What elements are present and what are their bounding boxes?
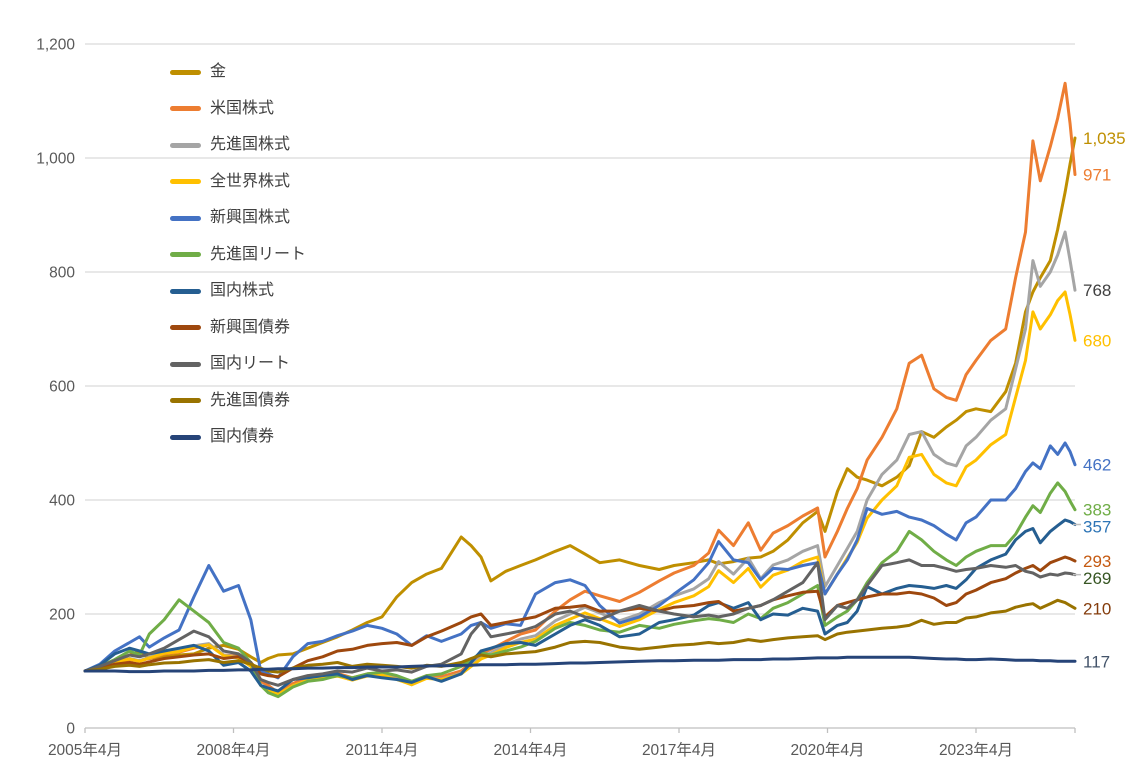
- legend-label: 金: [210, 63, 227, 80]
- x-axis-tick-label: 2005年4月: [48, 741, 122, 759]
- y-axis-tick-label: 200: [49, 607, 75, 624]
- legend-item-国内株式[interactable]: 国内株式: [170, 280, 274, 302]
- x-axis-tick-label: 2023年4月: [939, 741, 1013, 759]
- legend-label: 国内債券: [210, 428, 275, 445]
- y-axis-tick-label: 0: [66, 721, 75, 738]
- x-axis-tick-label: 2008年4月: [196, 741, 270, 759]
- legend-label: 新興国債券: [210, 318, 291, 336]
- legend-swatch-icon: [170, 361, 201, 367]
- series-end-label-金: 1,035: [1083, 129, 1126, 148]
- series-end-label-全世界株式: 680: [1083, 331, 1111, 350]
- series-line-国内株式[interactable]: [83, 518, 1077, 693]
- legend-swatch-icon: [170, 288, 201, 294]
- legend-label: 米国株式: [210, 99, 275, 117]
- legend-item-先進国債券[interactable]: 先進国債券: [170, 390, 290, 412]
- legend-item-全世界株式[interactable]: 全世界株式: [170, 171, 290, 193]
- series-line-先進国リート[interactable]: [83, 481, 1077, 699]
- legend-item-新興国債券[interactable]: 新興国債券: [170, 317, 290, 339]
- series-line-国内リート[interactable]: [83, 558, 1077, 687]
- x-axis-tick-label: 2011年4月: [346, 741, 419, 759]
- legend-item-新興国株式[interactable]: 新興国株式: [170, 207, 290, 229]
- legend-swatch-icon: [170, 252, 201, 257]
- y-axis-tick-label: 1,000: [36, 151, 75, 168]
- legend-item-国内債券[interactable]: 国内債券: [170, 426, 274, 448]
- series-end-label-先進国債券: 210: [1083, 599, 1111, 618]
- legend-item-国内リート[interactable]: 国内リート: [170, 353, 290, 375]
- series-line-先進国債券[interactable]: [83, 598, 1077, 674]
- x-axis-tick-label: 2017年4月: [642, 741, 716, 759]
- legend-label: 新興国株式: [210, 209, 291, 226]
- legend-item-米国株式[interactable]: 米国株式: [170, 98, 274, 120]
- legend-item-金[interactable]: 金: [170, 61, 226, 83]
- series-line-新興国株式[interactable]: [83, 441, 1077, 680]
- legend-swatch-icon: [170, 179, 201, 184]
- x-axis-tick-label: 2014年4月: [493, 741, 567, 759]
- legend-label: 全世界株式: [210, 172, 291, 190]
- series-end-label-先進国株式: 768: [1083, 281, 1111, 300]
- legend-swatch-icon: [170, 69, 201, 75]
- legend-label: 先進国債券: [210, 391, 291, 409]
- y-axis-tick-label: 800: [49, 265, 75, 282]
- y-axis-tick-label: 600: [49, 379, 75, 396]
- legend-swatch-icon: [170, 398, 201, 403]
- series-end-label-国内債券: 117: [1083, 652, 1110, 671]
- series-end-label-新興国債券: 293: [1083, 552, 1111, 571]
- legend-label: 国内株式: [210, 282, 275, 299]
- series-end-label-国内株式: 357: [1083, 518, 1111, 537]
- x-axis-tick-label: 2020年4月: [790, 741, 864, 759]
- legend-item-先進国リート[interactable]: 先進国リート: [170, 244, 306, 266]
- legend-item-先進国株式[interactable]: 先進国株式: [170, 134, 290, 156]
- y-axis-tick-label: 1,200: [36, 37, 75, 54]
- series-end-label-先進国リート: 383: [1083, 501, 1111, 520]
- legend-swatch-icon: [170, 106, 201, 111]
- legend-swatch-icon: [170, 215, 201, 221]
- legend-swatch-icon: [170, 325, 201, 330]
- legend-label: 先進国株式: [210, 136, 291, 153]
- legend-swatch-icon: [170, 142, 201, 148]
- series-end-label-新興国株式: 462: [1083, 456, 1111, 475]
- series-end-label-米国株式: 971: [1083, 166, 1111, 185]
- series-end-label-国内リート: 269: [1083, 569, 1111, 588]
- legend-label: 先進国リート: [210, 245, 307, 263]
- legend-swatch-icon: [170, 434, 201, 440]
- y-axis-tick-label: 400: [49, 493, 75, 510]
- legend-label: 国内リート: [210, 355, 291, 372]
- series-line-国内債券[interactable]: [83, 655, 1077, 674]
